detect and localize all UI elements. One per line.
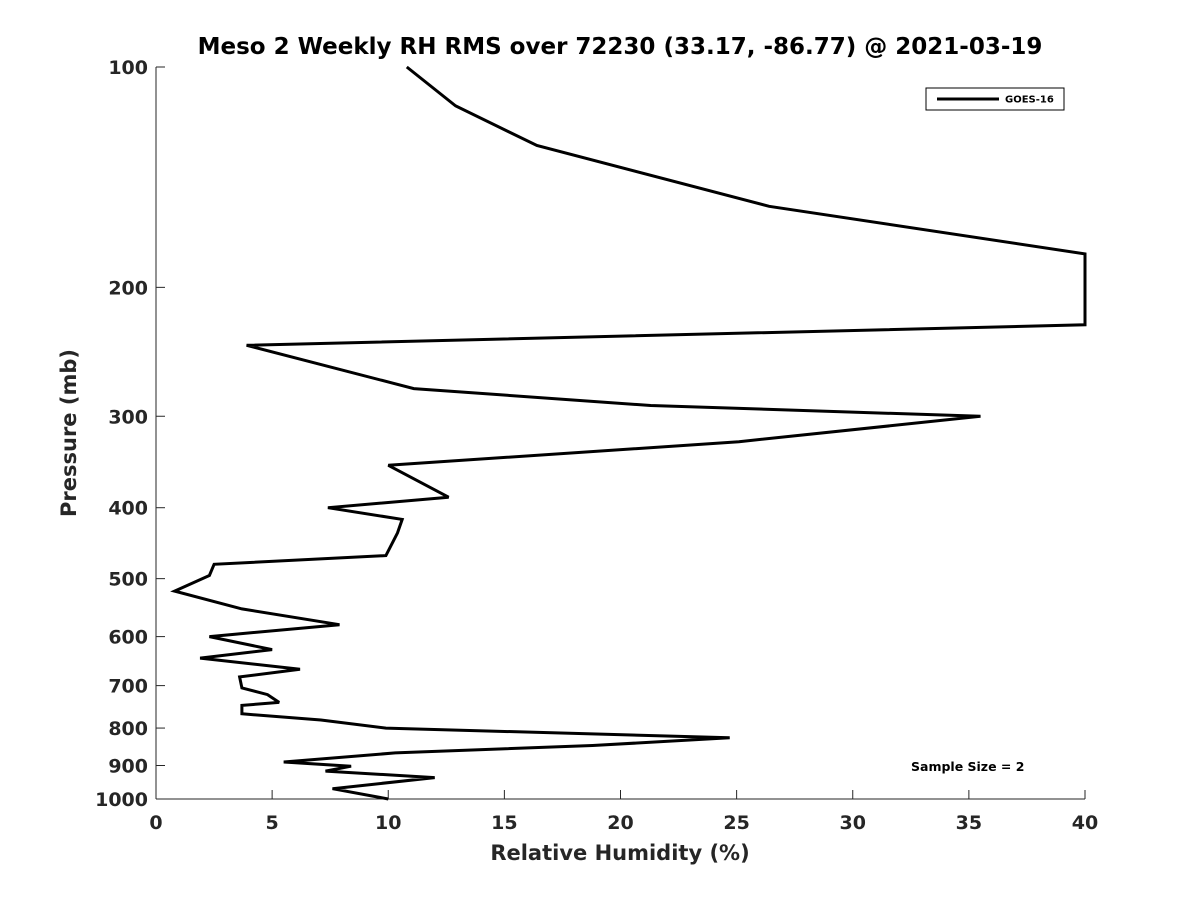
plot-area: 0 5 10 15 20 25 30 35 40 100 200 300 400 500 600 700 800… [95,57,1098,834]
legend: GOES-16 [925,87,1065,111]
chart-title: Meso 2 Weekly RH RMS over 72230 (33.17, … [198,34,1043,60]
y-tick-label: 500 [108,569,148,591]
y-tick-label: 800 [108,718,148,740]
y-tick-label: 600 [108,627,148,649]
y-tick-label: 900 [108,756,148,778]
x-tick-label: 10 [375,812,401,834]
x-tick-label: 35 [956,812,982,834]
y-tick-label: 400 [108,498,148,520]
x-tick-label: 40 [1072,812,1098,834]
x-tick-label: 0 [149,812,162,834]
y-tick-label: 300 [108,406,148,428]
series-line-goes-16 [170,65,1087,801]
y-tick-label: 100 [108,57,148,79]
x-tick-label: 15 [491,812,517,834]
x-tick-label: 25 [723,812,749,834]
y-tick-label: 200 [108,277,148,299]
y-axis-label: Pressure (mb) [57,349,81,517]
x-tick-label: 20 [607,812,633,834]
x-tick-label: 5 [266,812,279,834]
legend-label-goes-16: GOES-16 [1005,95,1054,106]
x-tick-label: 30 [840,812,866,834]
x-axis-label: Relative Humidity (%) [490,841,749,865]
y-tick-label: 700 [108,676,148,698]
y-tick-label: 1000 [95,789,148,811]
sample-size-annotation: Sample Size = 2 [911,759,1024,774]
